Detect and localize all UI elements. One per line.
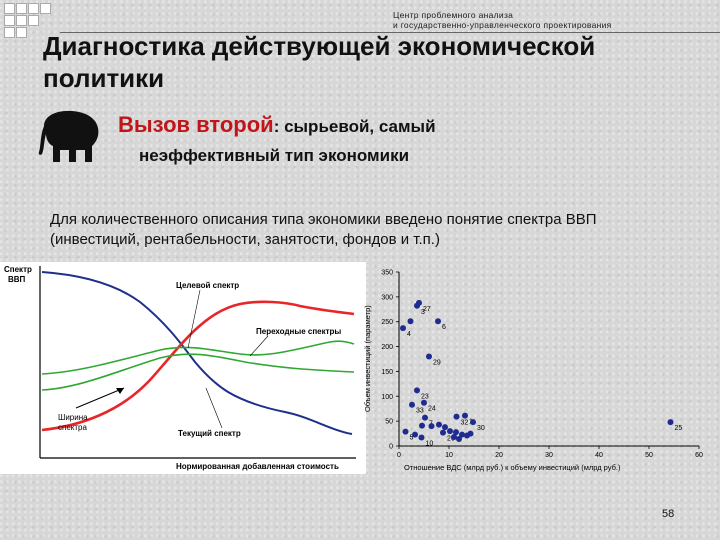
scatter-point-label: 6 [442,324,446,331]
spectrum-diagram: Спектр ВВП Целевой спектр Переходные спе… [0,262,366,474]
current-label-pointer [205,387,223,429]
scatter-point-label: 30 [477,425,485,432]
scatter-xlabel: Отношение ВДС (млрд руб.) к объему инвес… [404,463,621,472]
spectrum-xlabel: Нормированная добавленная стоимость [176,462,339,471]
scatter-y-tick-label: 0 [389,444,393,451]
scatter-point [422,414,428,421]
spectrum-width-label-1: Ширина [58,413,88,422]
scatter-point [667,419,674,426]
scatter-y-tick-label: 150 [381,369,393,376]
scatter-y-tick-label: 300 [381,294,393,301]
description-paragraph: Для количественного описания типа эконом… [50,211,597,248]
elephant-icon [38,110,99,162]
scatter-point-label: 10 [426,441,434,448]
scatter-point-label: 24 [428,406,436,413]
scatter-y-tick-label: 350 [381,270,393,277]
scatter-point [428,423,435,430]
scatter-point [453,429,459,436]
scatter-point [409,401,415,408]
scatter-point [453,413,460,420]
decorative-squares [0,0,60,40]
scatter-x-tick-label: 40 [595,452,603,459]
scatter-point [467,430,474,437]
scatter-point [470,419,476,426]
challenge-highlight: Вызов второй [118,112,274,137]
scatter-point [436,421,442,428]
current-spectrum-label: Текущий спектр [178,429,241,438]
scatter-point [419,422,425,429]
scatter-point [426,353,432,360]
transitional-spectra-label: Переходные спектры [256,327,341,336]
scatter-x-tick-label: 20 [495,452,503,459]
scatter-point-label: 5 [410,435,414,442]
scatter-point [412,431,418,438]
investment-scatter-chart: 0 50 100 150 200 250 300 350 0 10 20 30 40 50 60 27 3 6 4… [356,260,720,475]
spectrum-svg: Спектр ВВП Целевой спектр Переходные спе… [4,265,356,471]
target-spectrum-label: Целевой спектр [176,281,239,290]
page-number: 58 [662,508,675,520]
target-spectrum-curve [41,300,355,432]
slide-title: Диагностика действующей экономической по… [43,31,596,93]
spectrum-ylabel-1: Спектр [4,265,32,274]
scatter-point [414,387,420,394]
scatter-point [440,429,446,436]
organization-header: Центр проблемного анализа и государствен… [393,10,612,30]
scatter-x-tick-label: 50 [645,452,653,459]
scatter-svg: 0 50 100 150 200 250 300 350 0 10 20 30 40 50 60 273 6 4… [363,270,703,473]
scatter-point [435,318,441,325]
scatter-point [459,431,465,438]
scatter-x-tick-label: 30 [545,452,553,459]
scatter-point [456,436,462,443]
challenge-rest: : сырьевой, самый [273,117,436,136]
org-line-1: Центр проблемного анализа [393,10,514,20]
scatter-y-tick-label: 100 [381,394,393,401]
target-label-pointer [187,289,201,349]
scatter-point-label: 23 [421,393,429,400]
challenge-subheading: неэффективный тип экономики [139,146,410,165]
scatter-point [402,428,409,435]
spectrum-width-arrow [75,387,125,409]
scatter-x-tick-label: 60 [695,452,703,459]
scatter-y-tick-label: 50 [385,419,393,426]
scatter-y-tick-label: 250 [381,319,393,326]
scatter-points: 27364292333247321302551026 [400,299,683,448]
spectrum-width-label-2: спектра [58,423,87,432]
scatter-ylabel: Объем инвестиций (параметр) [363,305,372,412]
scatter-point-label: 25 [675,425,683,432]
scatter-axes: 0 50 100 150 200 250 300 350 0 10 20 30 40 50 60 [381,270,703,460]
scatter-point-label: 33 [416,408,424,415]
scatter-point [442,424,448,431]
scatter-point-label: 27 [423,306,431,313]
scatter-y-tick-label: 200 [381,344,393,351]
transitional-label-pointer [249,335,269,357]
header-divider [60,32,720,33]
scatter-point [462,412,468,419]
scatter-point-label: 4 [407,331,411,338]
spectrum-width-arrowhead [116,388,124,394]
scatter-point-label: 29 [433,360,441,367]
scatter-x-tick-label: 0 [397,452,401,459]
challenge-heading: Вызов второй: сырьевой, самый [118,112,436,138]
scatter-point [407,318,414,325]
org-line-2: и государственно-управленческого проекти… [393,20,612,30]
scatter-point [418,434,425,441]
scatter-point [451,434,457,441]
scatter-point [447,428,453,435]
scatter-x-tick-label: 10 [445,452,453,459]
scatter-point [414,302,420,309]
scatter-point-label: 32 [461,420,469,427]
scatter-point [400,325,406,332]
transitional-spectrum-curve-1 [41,340,355,375]
transitional-spectrum-curve-2 [41,353,355,391]
current-spectrum-curve [41,271,353,435]
scatter-point-label: 26 [447,436,455,443]
scatter-point [421,399,427,406]
scatter-point-label: 3 [421,309,425,316]
spectrum-ylabel-2: ВВП [8,275,26,284]
